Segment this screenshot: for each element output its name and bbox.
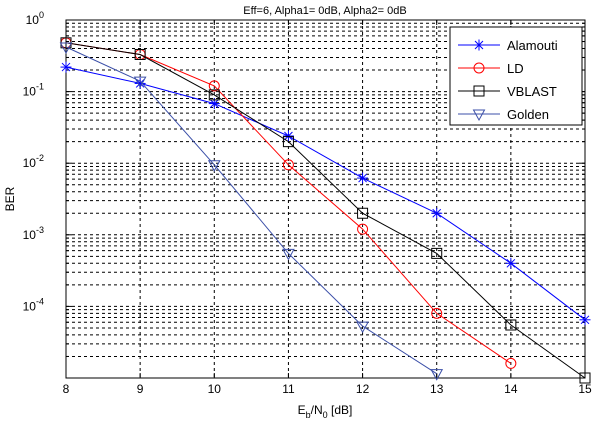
data-point-golden	[430, 369, 444, 381]
data-point-golden	[59, 42, 73, 55]
x-axis-label-sub1: b	[306, 410, 311, 420]
series-line-alamouti	[65, 66, 586, 321]
x-tick-label: 11	[282, 382, 295, 396]
series-line-golden	[65, 46, 437, 375]
marker-stroke	[135, 79, 145, 88]
x-tick-label: 10	[208, 382, 222, 396]
y-tick-label-exponent: 0	[39, 10, 44, 20]
data-point-alamouti	[60, 61, 72, 73]
legend-label-alamouti: Alamouti	[507, 38, 558, 53]
data-point-alamouti	[505, 257, 517, 269]
marker-stroke	[284, 131, 293, 141]
data-point-vblast	[579, 372, 591, 384]
y-tick-label-exponent: -3	[36, 225, 44, 235]
y-tick-label-exponent: -1	[36, 82, 44, 92]
series-group	[59, 37, 591, 384]
data-point-vblast	[282, 136, 294, 148]
y-tick-label: 10-3	[23, 225, 44, 242]
data-point-alamouti	[134, 77, 146, 89]
marker-stroke	[209, 99, 219, 108]
data-point-vblast	[134, 48, 146, 60]
legend-item-golden: Golden	[458, 107, 549, 122]
data-point-ld	[208, 80, 220, 92]
legend-item-ld: LD	[458, 61, 524, 76]
series-golden	[59, 42, 444, 381]
y-axis-label: BER	[3, 186, 17, 211]
x-axis-label-tail: [dB]	[328, 403, 353, 417]
data-point-ld	[431, 307, 443, 319]
x-axis-label-main: E	[298, 403, 306, 417]
x-tick-label: 8	[63, 382, 70, 396]
legend-marker-alamouti	[473, 39, 485, 51]
legend-label-golden: Golden	[507, 107, 549, 122]
legend-label-vblast: VBLAST	[507, 84, 557, 99]
data-point-vblast	[431, 247, 443, 259]
y-tick-label-base: 10	[23, 156, 37, 170]
series-alamouti	[60, 61, 591, 326]
legend-marker-golden	[472, 109, 486, 122]
marker-stroke	[506, 258, 516, 268]
data-point-alamouti	[579, 314, 591, 326]
data-point-golden	[133, 76, 147, 89]
plot-area-frame	[65, 19, 586, 379]
series-line-vblast	[65, 42, 586, 379]
data-point-golden	[207, 160, 221, 172]
legend-box	[449, 26, 583, 126]
marker-stroke	[432, 208, 442, 218]
x-tick-label: 15	[578, 382, 592, 396]
y-tick-label-exponent: -2	[36, 153, 44, 163]
data-point-alamouti	[282, 130, 294, 142]
legend-marker-vblast	[473, 85, 485, 97]
data-point-alamouti	[431, 207, 443, 219]
y-tick-label: 10-1	[23, 82, 44, 99]
data-point-vblast	[208, 89, 220, 101]
data-point-golden	[356, 321, 369, 334]
x-tick-label: 12	[356, 382, 370, 396]
y-tick-label-base: 10	[23, 299, 37, 313]
chart-title: Eff=6, Alpha1= 0dB, Alpha2= 0dB	[243, 5, 406, 17]
y-tick-label: 100	[26, 10, 44, 27]
legend-item-vblast: VBLAST	[458, 84, 557, 99]
x-tick-label: 14	[504, 382, 518, 396]
legend-items: Alamouti LD VBLAST Golden	[458, 38, 558, 122]
y-tick-label-base: 10	[23, 85, 37, 99]
x-axis-label-mid: /N	[311, 403, 323, 417]
x-tick-label: 9	[137, 382, 144, 396]
legend-item-alamouti: Alamouti	[458, 38, 558, 53]
x-axis-label-sub2: 0	[323, 410, 328, 420]
data-point-ld	[357, 223, 369, 235]
legend-label-ld: LD	[507, 61, 524, 76]
y-tick-label: 10-4	[23, 296, 44, 313]
y-tick-label-base: 10	[26, 13, 40, 27]
y-tick-label-exponent: -4	[36, 296, 44, 306]
marker-stroke	[474, 40, 484, 50]
y-tick-label-base: 10	[23, 228, 37, 242]
data-point-golden	[282, 248, 295, 261]
data-point-vblast	[357, 207, 369, 219]
x-axis-label: Eb/N0 [dB]	[298, 403, 353, 420]
y-tick-label: 10-2	[23, 153, 44, 170]
data-point-ld	[505, 357, 517, 369]
marker-stroke	[61, 62, 71, 72]
marker-stroke	[358, 173, 367, 183]
legend: Alamouti LD VBLAST Golden	[449, 26, 583, 126]
data-point-ld	[282, 159, 294, 171]
legend-marker-ld	[473, 62, 485, 74]
data-point-vblast	[505, 319, 517, 331]
x-tick-label: 13	[430, 382, 444, 396]
data-point-alamouti	[357, 172, 369, 184]
marker-stroke	[580, 315, 590, 325]
